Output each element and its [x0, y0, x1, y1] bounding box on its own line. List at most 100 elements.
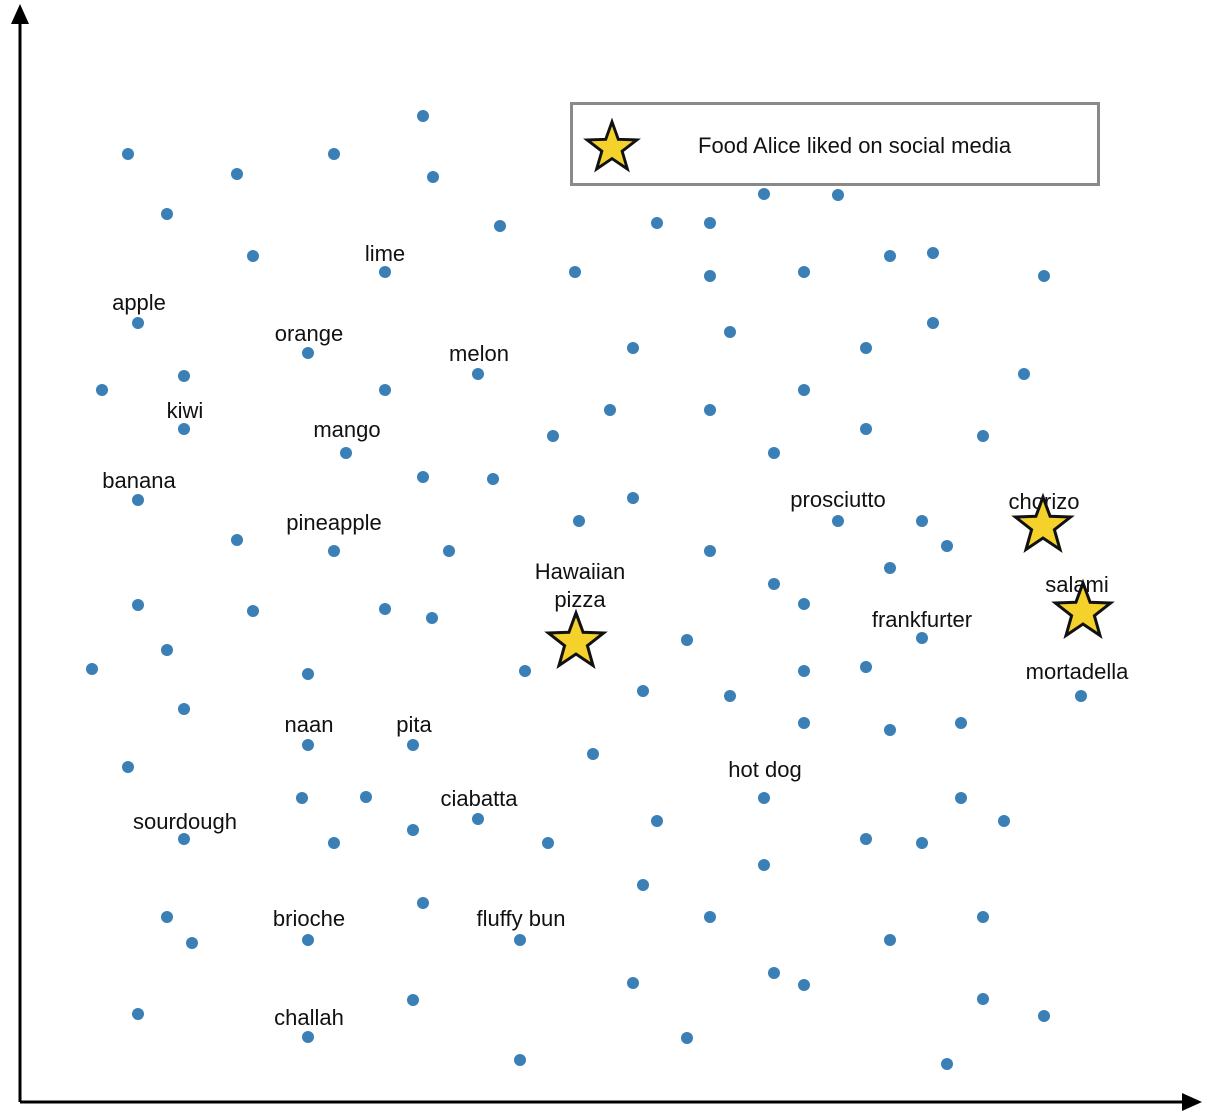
data-point [798, 665, 810, 677]
data-point [768, 967, 780, 979]
food-label: kiwi [167, 398, 204, 423]
data-point [427, 171, 439, 183]
data-point [122, 761, 134, 773]
data-point [519, 665, 531, 677]
data-point [724, 690, 736, 702]
food-label: brioche [273, 906, 345, 931]
data-point [161, 911, 173, 923]
food-label: frankfurter [872, 607, 972, 632]
food-label: banana [102, 468, 176, 493]
data-point [178, 423, 190, 435]
labels-layer: lime apple orange melon kiwi mango banana pinea… [102, 241, 1129, 1030]
data-point [941, 1058, 953, 1070]
data-point [547, 430, 559, 442]
food-label: mango [313, 417, 380, 442]
food-label: sourdough [133, 809, 237, 834]
data-point [977, 911, 989, 923]
data-point [178, 370, 190, 382]
data-point [941, 540, 953, 552]
data-point [651, 217, 663, 229]
food-label: naan [285, 712, 334, 737]
food-label: fluffy bun [477, 906, 566, 931]
food-label: pineapple [286, 510, 381, 535]
data-point [573, 515, 585, 527]
data-point [132, 599, 144, 611]
data-point [328, 545, 340, 557]
food-label: challah [274, 1005, 344, 1030]
data-point [884, 934, 896, 946]
data-point [916, 632, 928, 644]
data-point [487, 473, 499, 485]
data-point [724, 326, 736, 338]
data-point [472, 368, 484, 380]
food-label: mortadella [1026, 659, 1129, 684]
data-point [426, 612, 438, 624]
data-point [1038, 1010, 1050, 1022]
data-point [296, 792, 308, 804]
data-point [798, 979, 810, 991]
data-point [627, 342, 639, 354]
data-point [637, 879, 649, 891]
data-point [798, 717, 810, 729]
data-point [758, 859, 770, 871]
data-point [927, 247, 939, 259]
data-point [651, 815, 663, 827]
data-point [328, 837, 340, 849]
data-point [758, 188, 770, 200]
data-point [768, 447, 780, 459]
data-point [860, 423, 872, 435]
star-icon [1011, 492, 1075, 554]
food-label: Hawaiian [535, 559, 626, 584]
data-point [798, 266, 810, 278]
data-point [627, 977, 639, 989]
data-point [247, 605, 259, 617]
data-point [417, 110, 429, 122]
data-point [542, 837, 554, 849]
food-label: pizza [554, 587, 606, 612]
data-point [681, 1032, 693, 1044]
data-point [768, 578, 780, 590]
data-point [998, 815, 1010, 827]
data-point [302, 668, 314, 680]
data-point [798, 384, 810, 396]
data-point [955, 792, 967, 804]
data-point [704, 270, 716, 282]
food-label: prosciutto [790, 487, 885, 512]
data-point [1075, 690, 1087, 702]
axes [11, 4, 1202, 1111]
stars-layer [544, 492, 1115, 670]
data-point [231, 534, 243, 546]
data-point [417, 897, 429, 909]
data-point [178, 833, 190, 845]
data-point [132, 317, 144, 329]
data-point [379, 603, 391, 615]
data-point [704, 217, 716, 229]
data-point [514, 1054, 526, 1066]
data-point [379, 384, 391, 396]
data-point [161, 208, 173, 220]
data-point [704, 404, 716, 416]
y-axis-arrow-icon [11, 4, 29, 24]
data-point [407, 994, 419, 1006]
data-point [927, 317, 939, 329]
data-point [884, 562, 896, 574]
data-point [704, 545, 716, 557]
data-point [860, 661, 872, 673]
points-layer [86, 110, 1087, 1070]
data-point [704, 911, 716, 923]
data-point [407, 739, 419, 751]
data-point [604, 404, 616, 416]
data-point [122, 148, 134, 160]
data-point [1018, 368, 1030, 380]
data-point [1038, 270, 1050, 282]
data-point [681, 634, 693, 646]
data-point [569, 266, 581, 278]
data-point [832, 515, 844, 527]
data-point [302, 1031, 314, 1043]
food-label: hot dog [728, 757, 801, 782]
data-point [340, 447, 352, 459]
data-point [302, 347, 314, 359]
data-point [627, 492, 639, 504]
data-point [328, 148, 340, 160]
